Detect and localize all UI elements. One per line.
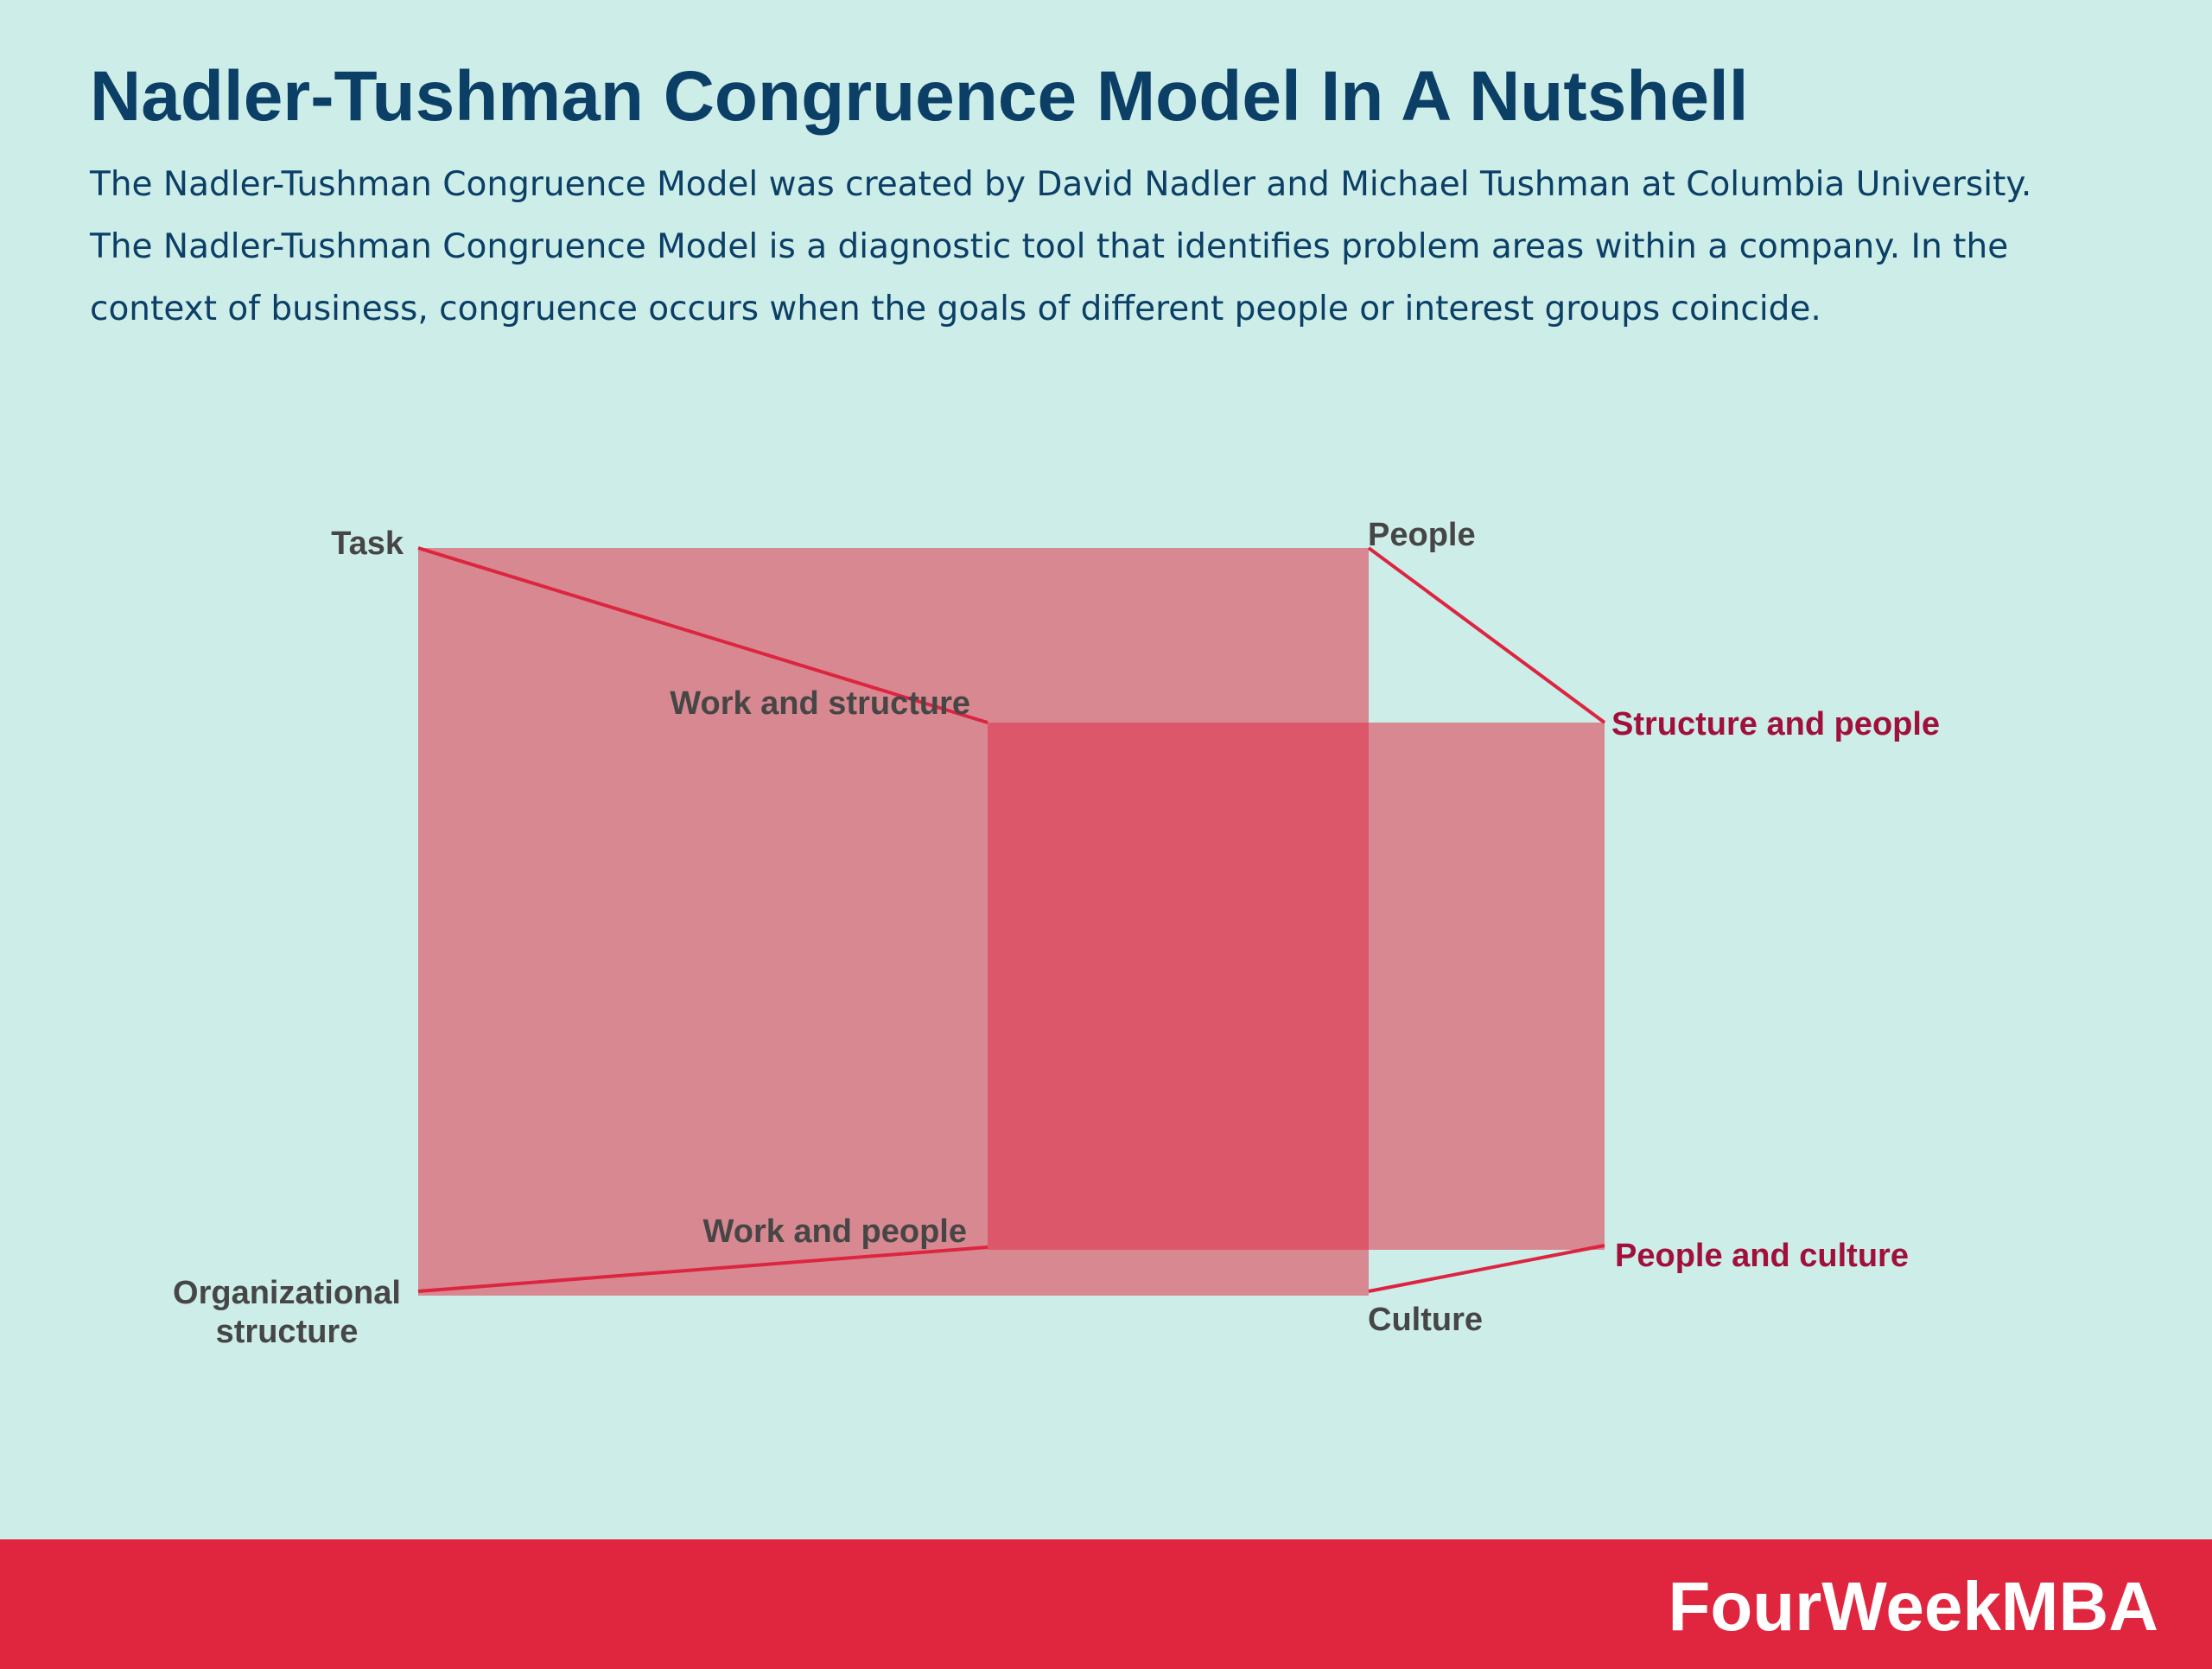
- label-work-and-structure: Work and structure: [670, 685, 970, 722]
- connector-organizational-structure-work-and-people: [417, 1245, 988, 1293]
- label-culture: Culture: [1368, 1302, 1483, 1338]
- label-people: People: [1368, 517, 1476, 553]
- connector-culture-people-and-culture: [1368, 1244, 1605, 1293]
- congruence-diagram: Task People Organizational structure Cul…: [173, 517, 1940, 1350]
- page-title: Nadler-Tushman Congruence Model In A Nut…: [90, 57, 1749, 136]
- footer-bar: FourWeekMBA: [0, 1539, 2212, 1669]
- brand-logo[interactable]: FourWeekMBA: [1668, 1568, 2158, 1645]
- intro-line-1: The Nadler-Tushman Congruence Model was …: [90, 165, 2032, 204]
- label-structure-and-people: Structure and people: [1611, 706, 1940, 742]
- label-organizational-structure-line-1: Organizational: [173, 1275, 401, 1311]
- overlap-region: [988, 723, 1369, 1250]
- label-work-and-people: Work and people: [703, 1214, 967, 1250]
- intro-line-3: context of business, congruence occurs w…: [90, 290, 1821, 328]
- connector-people-structure-and-people: [1367, 546, 1606, 724]
- label-task: Task: [331, 526, 404, 562]
- label-organizational-structure-line-2: structure: [216, 1314, 359, 1350]
- intro-text: The Nadler-Tushman Congruence Model was …: [90, 154, 2146, 341]
- connector-task-work-and-structure: [417, 546, 988, 724]
- label-people-and-culture: People and culture: [1615, 1238, 1909, 1274]
- intro-line-2: The Nadler-Tushman Congruence Model is a…: [90, 227, 2009, 266]
